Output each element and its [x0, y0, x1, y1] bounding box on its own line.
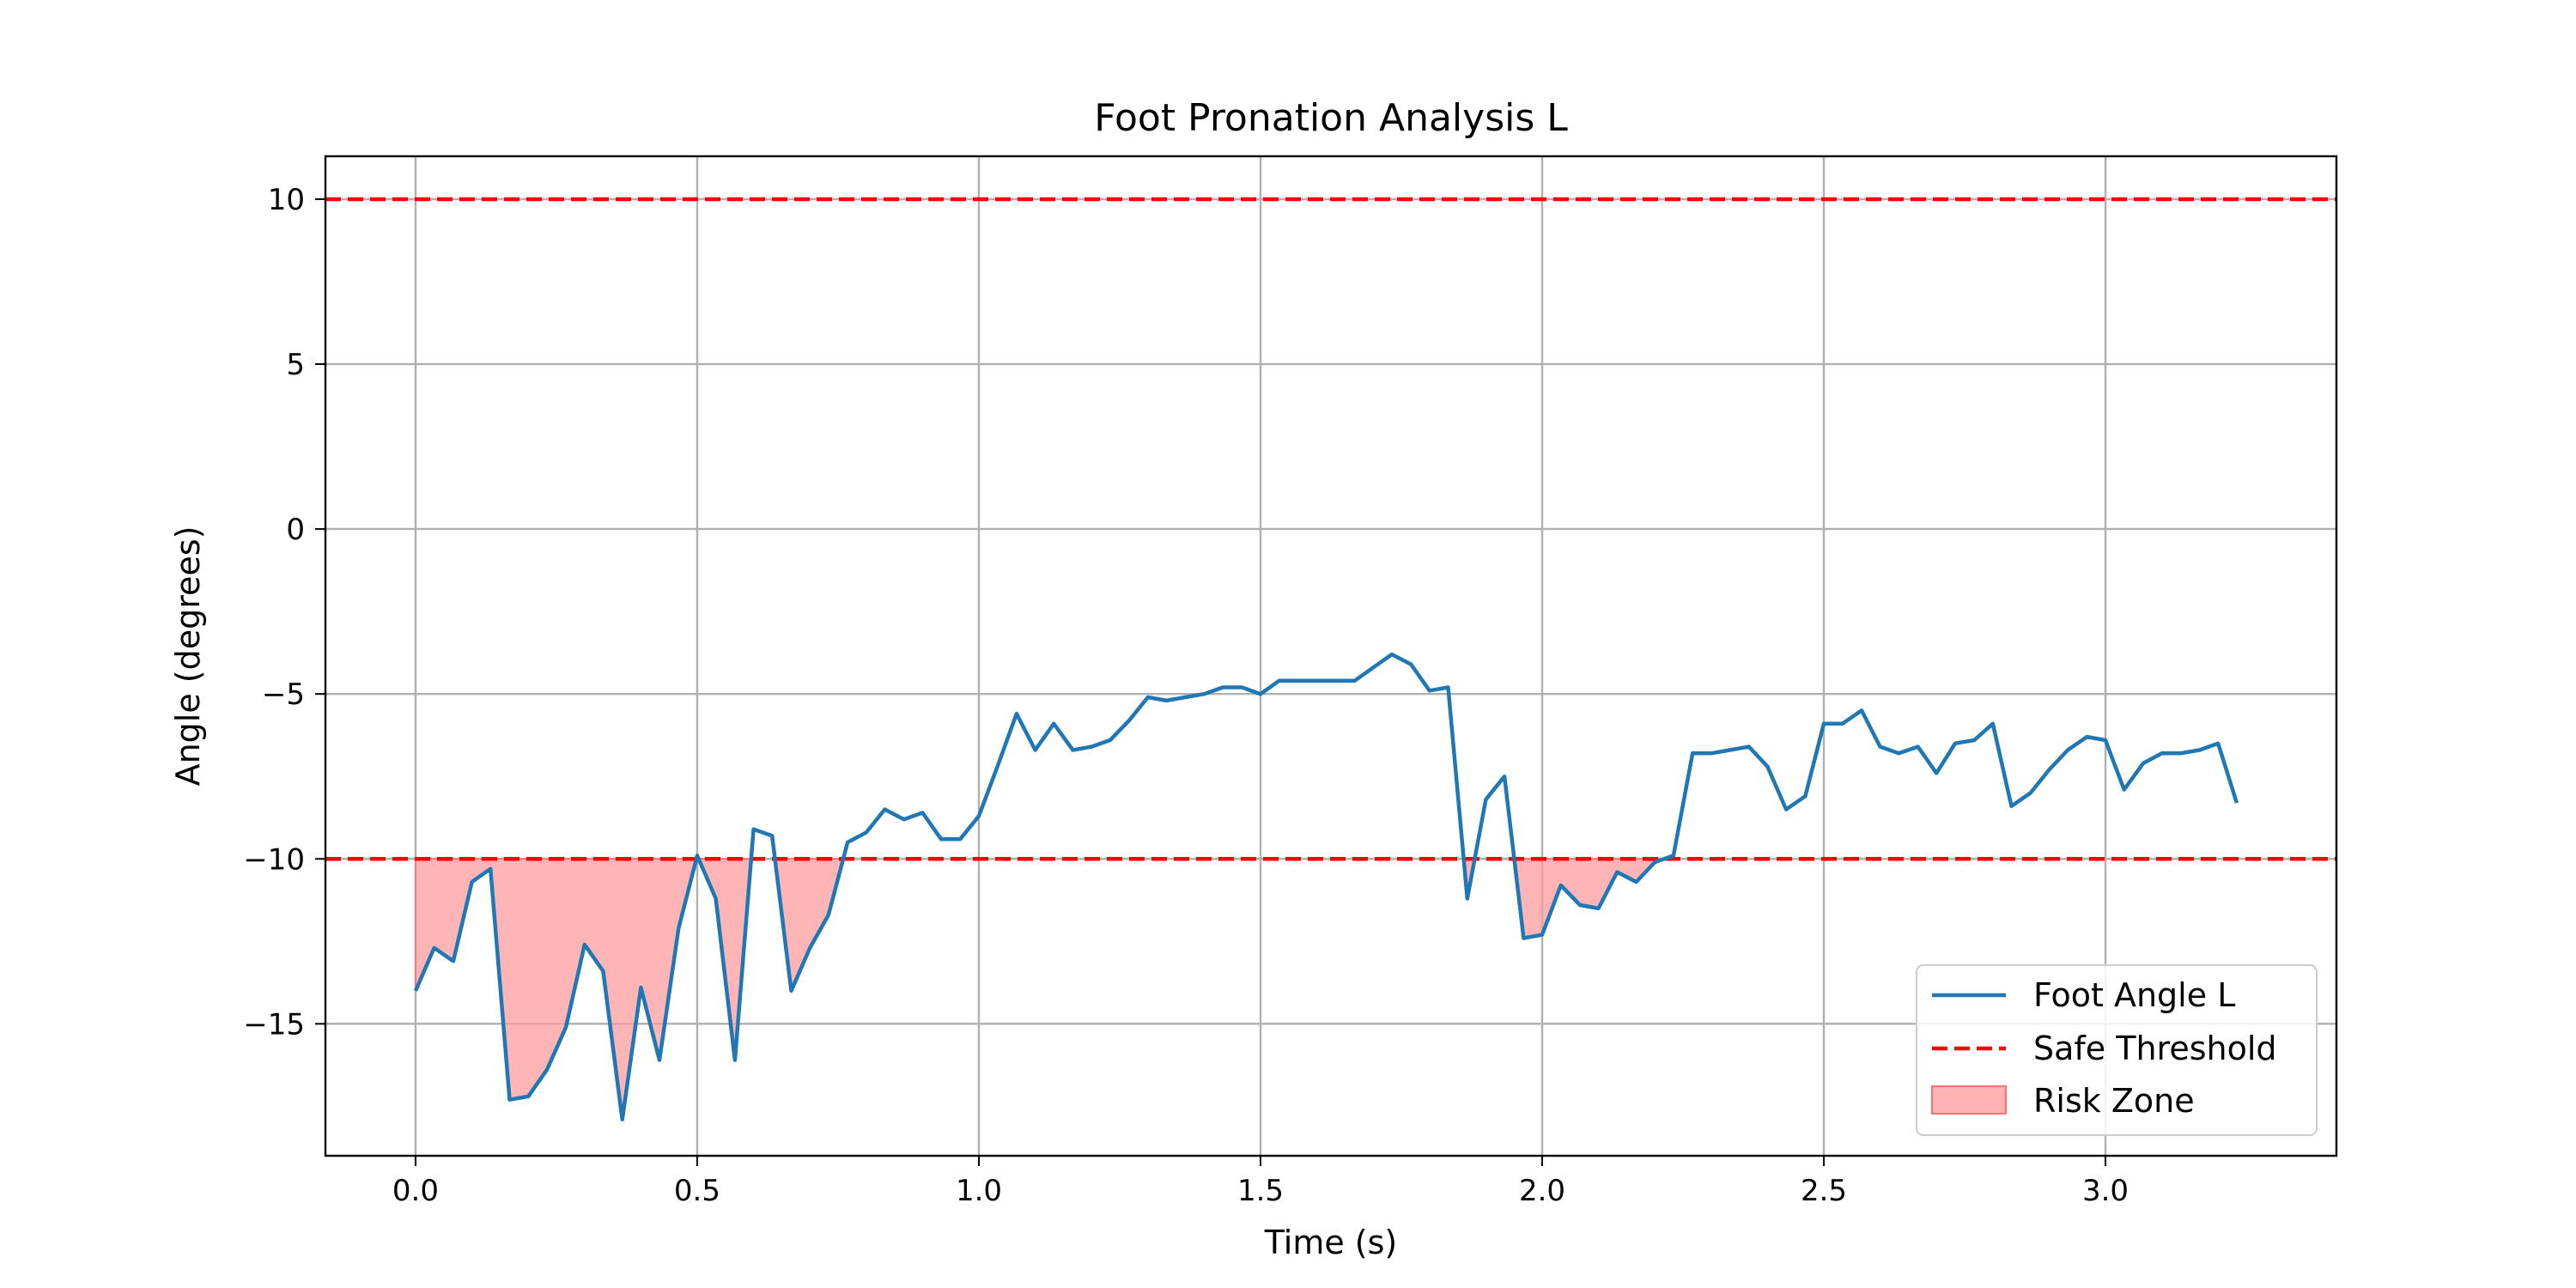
plot-frame: [324, 155, 2338, 1157]
y-axis: −15 −10 −5 0 5 10: [243, 183, 325, 1042]
y-tick-label: −10: [243, 842, 305, 877]
x-tick-label: 2.0: [1519, 1174, 1565, 1208]
legend-label-safe-threshold: Safe Threshold: [2033, 1030, 2277, 1067]
x-tick-label: 1.0: [956, 1174, 1002, 1208]
y-tick-label: −5: [262, 677, 305, 712]
x-axis-label: Time (s): [1264, 1224, 1398, 1261]
legend: Foot Angle L Safe Threshold Risk Zone: [1916, 964, 2318, 1136]
x-axis: 0.0 0.5 1.0 1.5 2.0 2.5 3.0: [392, 1156, 2129, 1208]
legend-label-risk-zone: Risk Zone: [2033, 1082, 2195, 1120]
y-tick-label: 5: [286, 348, 305, 382]
x-tick-label: 2.5: [1801, 1174, 1847, 1208]
legend-swatch-risk-zone: [1931, 1085, 2007, 1115]
y-tick-label: −15: [243, 1007, 305, 1042]
legend-box: [1916, 964, 2318, 1136]
legend-label-foot-angle: Foot Angle L: [2033, 976, 2235, 1014]
y-axis-label: Angle (degrees): [169, 526, 207, 787]
threshold-lines: [325, 197, 2336, 861]
y-tick-label: 0: [286, 513, 305, 547]
series-line-foot-angle-l: [413, 652, 2239, 1121]
x-tick-label: 0.5: [674, 1174, 720, 1208]
y-tick-label: 10: [268, 183, 305, 217]
series-foot-angle: [413, 652, 2239, 1121]
x-tick-label: 0.0: [392, 1174, 439, 1208]
chart-title: Foot Pronation Analysis L: [1094, 96, 1568, 140]
x-tick-label: 3.0: [2082, 1174, 2129, 1208]
x-tick-label: 1.5: [1237, 1174, 1284, 1208]
